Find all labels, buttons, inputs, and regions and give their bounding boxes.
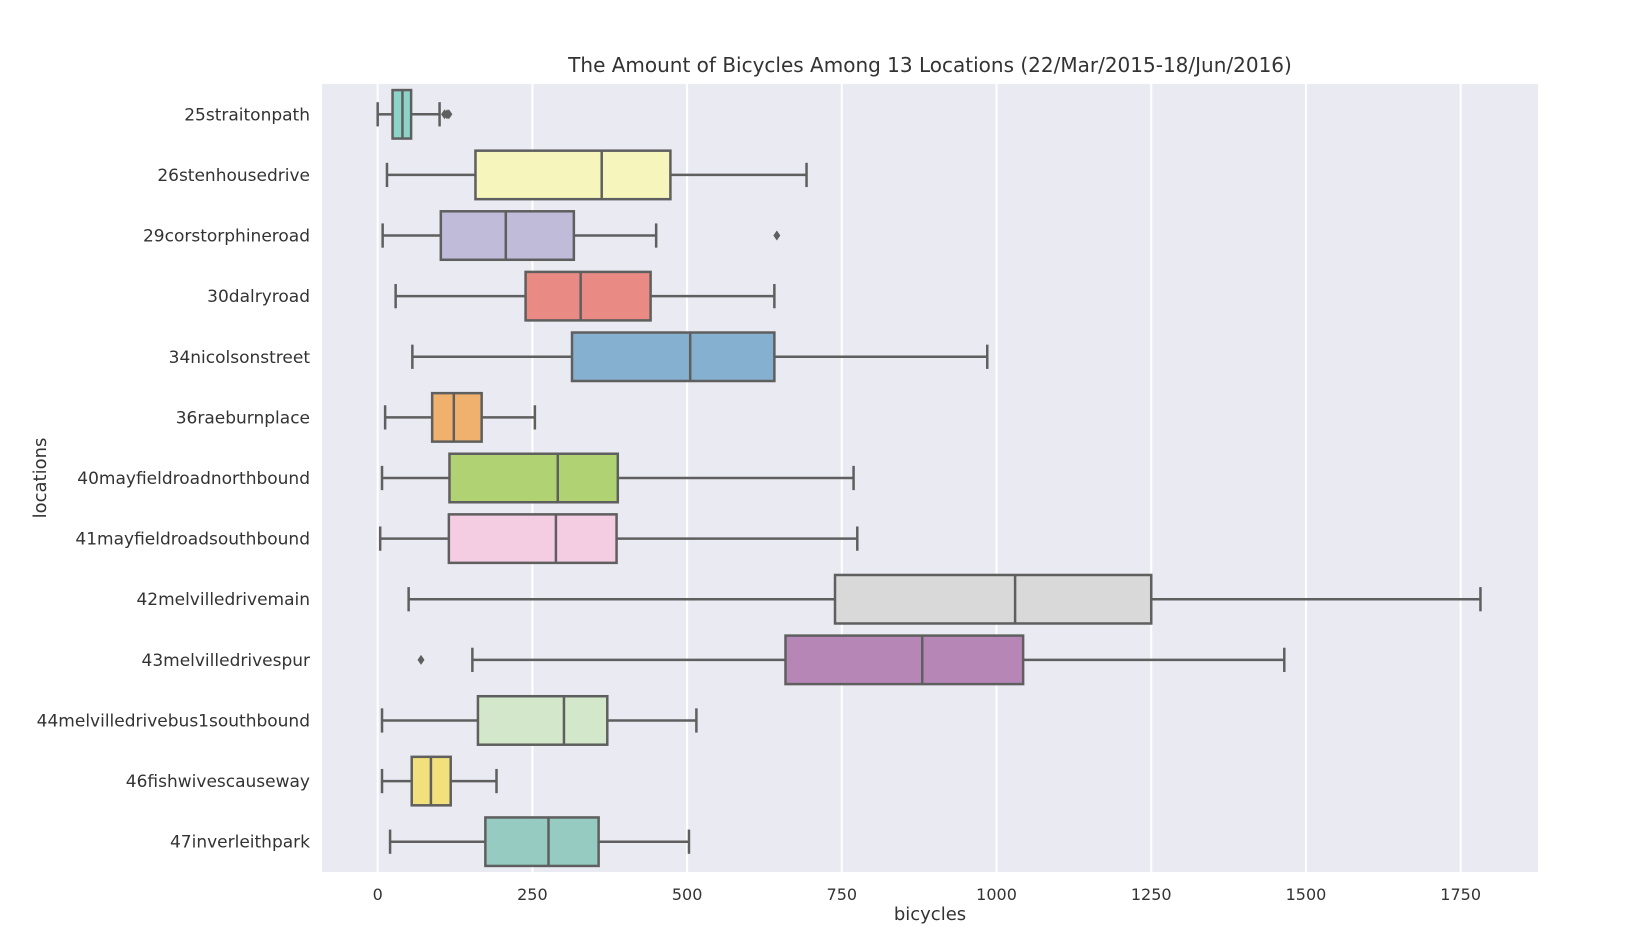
box-iqr: [448, 452, 620, 504]
y-tick-label-5: 36raeburnplace: [176, 408, 310, 428]
y-tick-label-10: 44melvilledrivebus1southbound: [37, 711, 310, 731]
box-group-41mayfieldroadsouthbound: [378, 513, 859, 565]
x-tick-label-1: 250: [517, 885, 548, 904]
outlier-0: [417, 654, 425, 665]
x-tick-labels: 0 250 500 750 1000 1250 1500 1750: [373, 885, 1481, 904]
y-tick-label-6: 40mayfieldroadnorthbound: [77, 469, 310, 489]
box-group-25straitonpath: [376, 88, 453, 140]
y-tick-label-4: 34nicolsonstreet: [169, 348, 311, 368]
box-iqr: [476, 694, 609, 746]
y-tick-label-11: 46fishwivescauseway: [126, 772, 310, 792]
x-tick-label-3: 750: [827, 885, 858, 904]
y-tick-labels: 25straitonpath 26stenhousedrive 29corstorp…: [37, 105, 311, 852]
box-group-46fishwivescauseway: [380, 755, 498, 807]
box-group-40mayfieldroadnorthbound: [380, 452, 855, 504]
box-group-34nicolsonstreet: [411, 331, 989, 383]
outlier-0: [773, 230, 781, 241]
box-group-47inverleithpark: [388, 816, 691, 868]
x-tick-label-4: 1000: [976, 885, 1017, 904]
box-iqr: [833, 573, 1153, 625]
x-tick-label-0: 0: [373, 885, 383, 904]
y-tick-label-0: 25straitonpath: [184, 105, 310, 125]
y-tick-label-7: 41mayfieldroadsouthbound: [75, 530, 310, 550]
box-group-30dalryroad: [394, 270, 776, 322]
y-tick-label-1: 26stenhousedrive: [157, 166, 310, 186]
boxes: [376, 88, 1482, 868]
box-group-36raeburnplace: [383, 391, 537, 443]
box-group-26stenhousedrive: [385, 149, 808, 201]
box-iqr: [439, 210, 576, 262]
x-tick-label-5: 1250: [1131, 885, 1172, 904]
x-tick-label-6: 1500: [1286, 885, 1327, 904]
chart-title: The Amount of Bicycles Among 13 Location…: [567, 53, 1292, 77]
box-iqr: [474, 149, 672, 201]
y-tick-label-9: 43melvilledrivespur: [142, 651, 311, 671]
box-iqr: [524, 270, 652, 322]
y-tick-label-2: 29corstorphineroad: [143, 227, 310, 247]
y-tick-label-3: 30dalryroad: [207, 287, 310, 307]
box-iqr: [784, 634, 1025, 686]
box-iqr: [484, 816, 600, 868]
box-group-42melvilledrivemain: [407, 573, 1482, 625]
box-iqr: [430, 391, 483, 443]
box-group-43melvilledrivespur: [417, 634, 1286, 686]
box-iqr: [447, 513, 618, 565]
y-tick-label-12: 47inverleithpark: [170, 833, 310, 853]
y-axis-label: locations: [30, 438, 51, 519]
outlier-2: [445, 109, 453, 120]
y-tick-label-8: 42melvilledrivemain: [136, 590, 310, 610]
x-tick-label-7: 1750: [1440, 885, 1481, 904]
x-axis-label: bicycles: [894, 904, 966, 925]
box-group-44melvilledrivebus1southbound: [380, 694, 698, 746]
x-tick-label-2: 500: [672, 885, 703, 904]
box-iqr: [570, 331, 776, 383]
box-group-29corstorphineroad: [381, 210, 781, 262]
